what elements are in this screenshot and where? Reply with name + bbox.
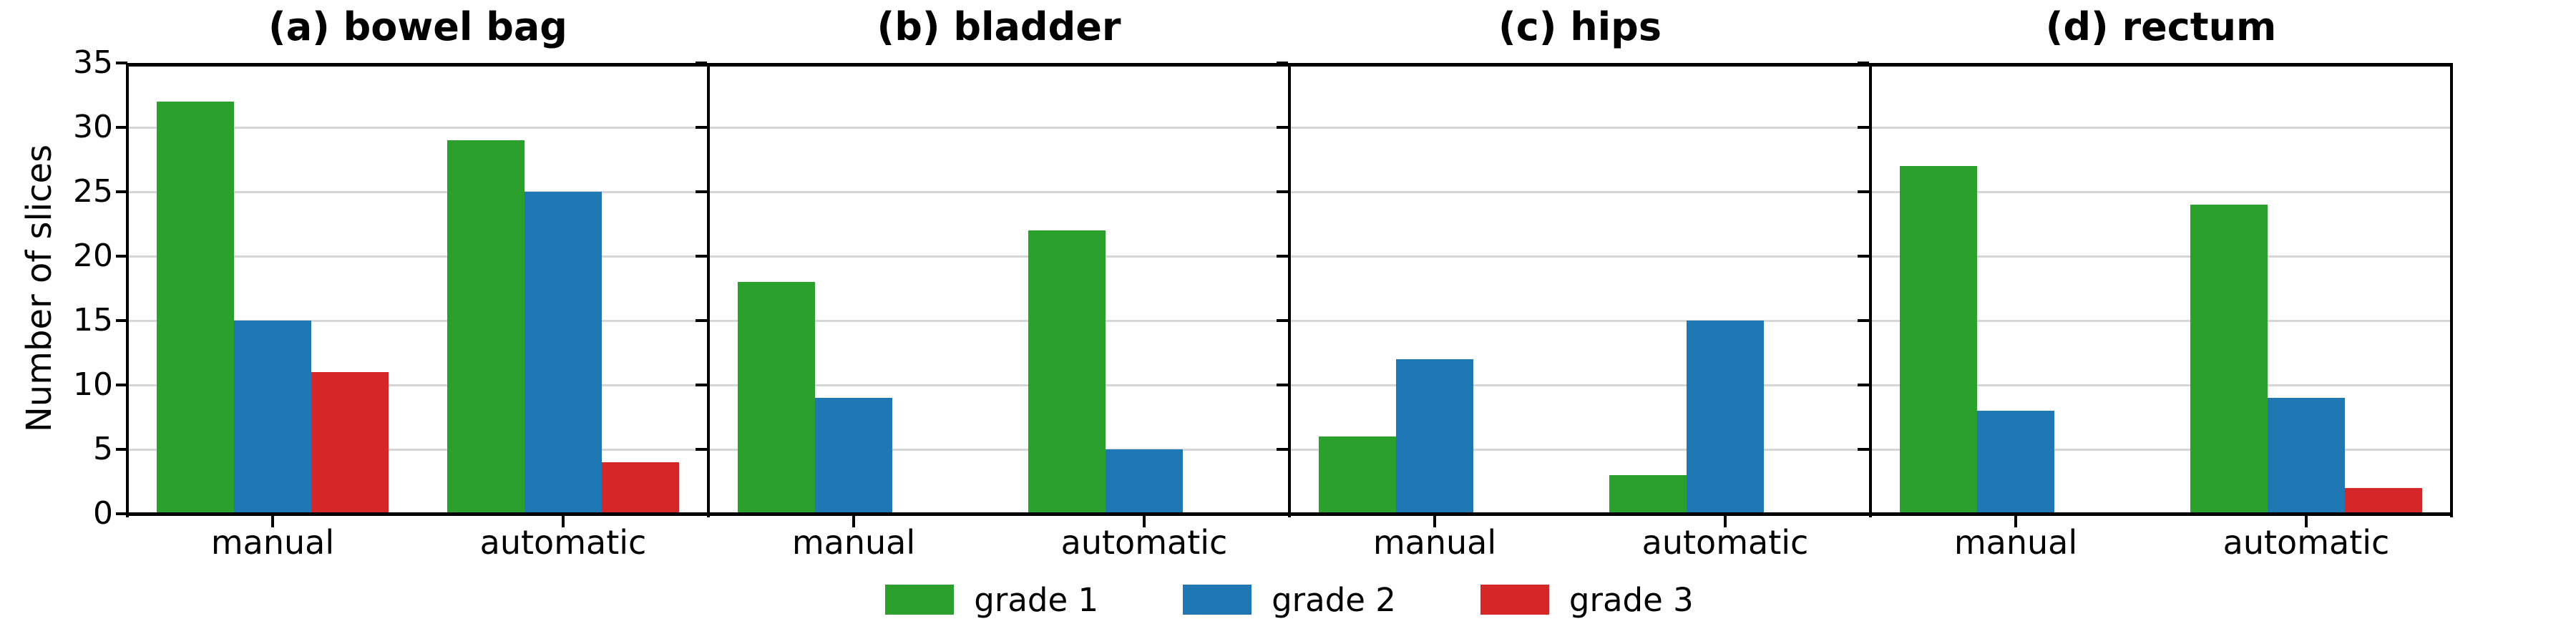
bar-grade-2 [1687,321,1764,514]
bar-grade-2 [1106,449,1183,514]
y-tick-mark [116,190,127,193]
legend-label: grade 3 [1568,580,1694,619]
y-tick-mark [116,512,127,515]
top-spine [127,63,2451,67]
y-tick-mark [696,448,707,451]
y-tick-label: 5 [93,431,113,467]
bar-grade-2 [1396,359,1473,514]
legend-label: grade 2 [1272,580,1396,619]
x-tick-mark [2305,516,2308,527]
y-tick-mark [116,384,127,386]
bar-grade-1 [1028,230,1106,514]
y-tick-mark [1858,126,1869,129]
x-tick-label-automatic: automatic [1641,523,1809,562]
legend-swatch-grade-3 [1480,585,1549,615]
y-tick-label: 35 [73,44,113,81]
legend-item-grade-1: grade 1 [885,581,1098,619]
x-tick-mark [2014,516,2017,527]
y-tick-label: 25 [73,173,113,210]
panel-left-spine-c-hips [1288,63,1291,517]
y-tick-mark [116,62,127,64]
y-tick-mark [696,126,707,129]
bar-grade-1 [447,140,525,514]
legend-swatch-grade-1 [885,585,955,615]
bar-grade-1 [738,282,815,514]
bar-grade-2 [1977,411,2054,514]
y-tick-mark [1277,126,1288,129]
y-tick-label: 15 [73,302,113,338]
panel-left-spine-a-bowel-bag [126,63,129,517]
bar-grade-2 [234,321,311,514]
y-tick-mark [696,319,707,322]
y-tick-mark [696,190,707,193]
x-tick-label-manual: manual [1372,523,1497,562]
bar-grade-1 [2190,205,2268,514]
legend-item-grade-3: grade 3 [1480,581,1694,619]
bar-grade-1 [1609,475,1687,514]
x-tick-label-manual: manual [791,523,916,562]
y-tick-mark [1277,448,1288,451]
x-tick-label-manual: manual [210,523,335,562]
panel-left-spine-b-bladder [707,63,710,517]
y-tick-mark [116,255,127,258]
y-tick-mark [1858,384,1869,386]
y-tick-mark [696,384,707,386]
x-tick-mark [1433,516,1436,527]
y-tick-mark [1858,190,1869,193]
bar-grade-3 [602,462,679,514]
legend-swatch-grade-2 [1183,585,1252,615]
bar-grade-1 [1900,166,1977,514]
right-spine [2450,63,2453,517]
x-tick-mark [271,516,274,527]
x-tick-mark [1724,516,1727,527]
y-tick-mark [1858,448,1869,451]
panel-d-title: (d) rectum [2045,4,2277,49]
y-tick-label: 30 [73,109,113,145]
y-tick-mark [1858,255,1869,258]
legend: grade 1 grade 2 grade 3 [127,577,2451,623]
y-tick-mark [1277,190,1288,193]
y-tick-label: 10 [73,366,113,403]
legend-item-grade-2: grade 2 [1183,581,1396,619]
panel-b-title: (b) bladder [877,4,1121,49]
panel-a-title: (a) bowel bag [268,4,567,49]
bottom-spine [126,512,2453,516]
x-tick-mark [562,516,565,527]
y-tick-label: 0 [93,495,113,532]
legend-label: grade 1 [974,580,1099,619]
y-tick-mark [1277,255,1288,258]
x-tick-mark [1143,516,1146,527]
y-tick-mark [1277,319,1288,322]
x-tick-label-automatic: automatic [479,523,647,562]
y-tick-mark [1858,319,1869,322]
x-tick-mark [852,516,855,527]
y-tick-mark [116,448,127,451]
x-tick-label-automatic: automatic [2223,523,2390,562]
bar-grade-1 [1319,436,1396,514]
y-tick-label: 20 [73,238,113,274]
bar-grade-1 [157,102,234,514]
x-tick-label-manual: manual [1953,523,2078,562]
y-tick-mark [116,126,127,129]
y-tick-mark [1277,384,1288,386]
bar-grade-3 [311,372,389,514]
panel-left-spine-d-rectum [1869,63,1872,517]
bar-grade-3 [2345,488,2422,514]
bar-grade-2 [525,192,602,514]
bar-grade-2 [815,398,892,514]
panel-c-title: (c) hips [1498,4,1662,49]
y-tick-mark [116,319,127,322]
bar-grade-2 [2268,398,2345,514]
x-tick-label-automatic: automatic [1060,523,1228,562]
y-tick-mark [696,255,707,258]
